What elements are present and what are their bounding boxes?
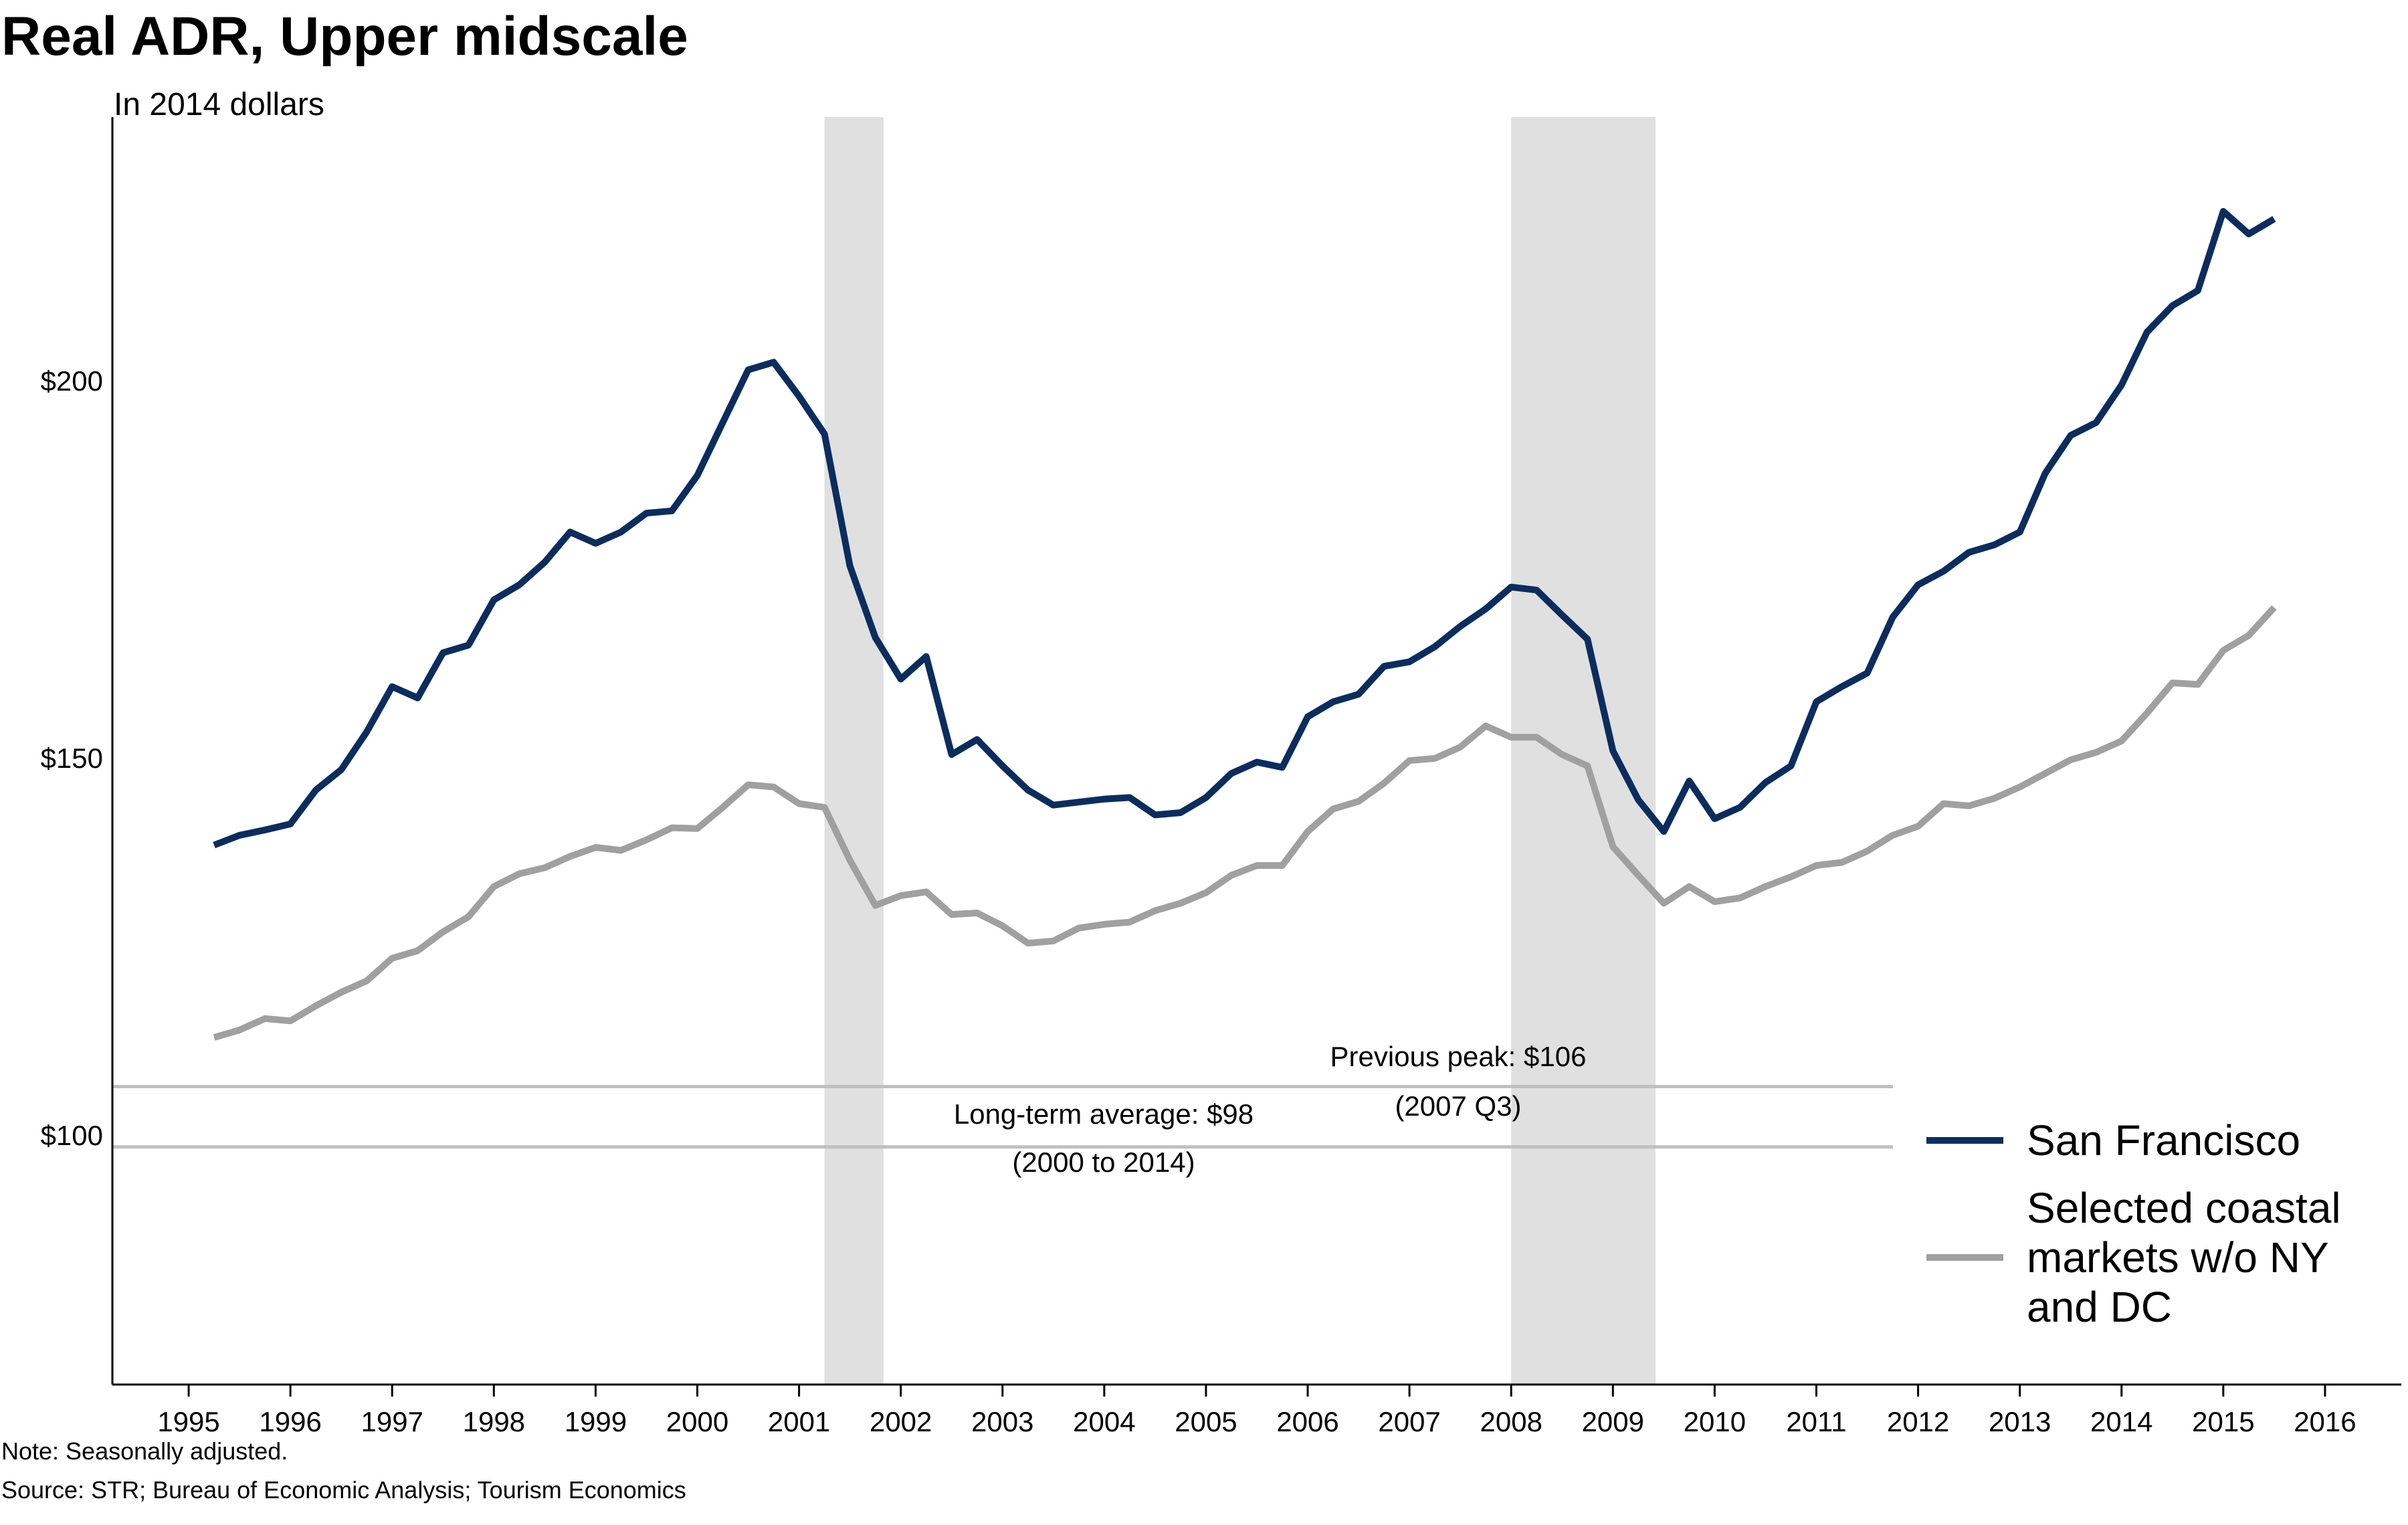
x-tick-label: 2003 bbox=[971, 1406, 1033, 1437]
x-tick-label: 2012 bbox=[1887, 1406, 1949, 1437]
recession-band-2 bbox=[1511, 117, 1656, 1385]
x-tick-label: 2016 bbox=[2294, 1406, 2356, 1437]
y-axis-ticks: $100 $150 $200 bbox=[41, 365, 103, 1151]
series-line-san-francisco bbox=[213, 208, 2276, 849]
y-tick-label: $150 bbox=[41, 742, 103, 774]
x-tick-label: 2014 bbox=[2090, 1406, 2152, 1437]
x-tick-label: 2010 bbox=[1684, 1406, 1746, 1437]
series-lines bbox=[213, 208, 2277, 1041]
x-tick-label: 1995 bbox=[157, 1406, 219, 1437]
annotation-long-term-average: Long-term average: $98 bbox=[954, 1098, 1253, 1130]
x-tick-label: 1997 bbox=[361, 1406, 423, 1437]
x-tick-label: 2005 bbox=[1175, 1406, 1237, 1437]
x-tick-label: 1998 bbox=[463, 1406, 525, 1437]
recession-bands bbox=[824, 117, 1656, 1385]
x-tick-label: 2007 bbox=[1378, 1406, 1440, 1437]
x-tick-label: 2013 bbox=[1989, 1406, 2051, 1437]
annotation-previous-peak: Previous peak: $106 bbox=[1330, 1041, 1587, 1072]
chart-subtitle: In 2014 dollars bbox=[114, 87, 324, 122]
legend-label-coastal-line-1: Selected coastal bbox=[2027, 1184, 2341, 1232]
x-tick-label: 2002 bbox=[870, 1406, 932, 1437]
x-tick-label: 2006 bbox=[1276, 1406, 1338, 1437]
x-tick-label: 2001 bbox=[768, 1406, 830, 1437]
x-tick-label: 2009 bbox=[1582, 1406, 1644, 1437]
legend-label-coastal-line-2: markets w/o NY bbox=[2027, 1233, 2328, 1282]
x-tick-label: 2004 bbox=[1073, 1406, 1135, 1437]
note-text: Note: Seasonally adjusted. bbox=[1, 1437, 288, 1465]
x-tick-label: 1996 bbox=[259, 1406, 321, 1437]
series-line-coastal-markets bbox=[213, 605, 2277, 1041]
legend-label-coastal: Selected coastal markets w/o NY and DC bbox=[2027, 1184, 2352, 1331]
legend-label-coastal-line-3: and DC bbox=[2027, 1283, 2172, 1331]
y-tick-label: $200 bbox=[41, 365, 103, 397]
annotations: Previous peak: $106 (2007 Q3) Long-term av… bbox=[954, 1041, 1587, 1178]
legend-background bbox=[1893, 1082, 2408, 1350]
legend-label-san-francisco: San Francisco bbox=[2027, 1116, 2300, 1164]
x-tick-label: 2000 bbox=[666, 1406, 728, 1437]
y-tick-label: $100 bbox=[41, 1120, 103, 1151]
legend: San Francisco Selected coastal markets w… bbox=[1893, 1082, 2408, 1350]
annotation-previous-peak-period: (2007 Q3) bbox=[1395, 1090, 1521, 1122]
annotation-long-term-average-period: (2000 to 2014) bbox=[1012, 1146, 1195, 1178]
source-text: Source: STR; Bureau of Economic Analysis… bbox=[1, 1476, 686, 1504]
x-tick-label: 2011 bbox=[1786, 1406, 1846, 1437]
x-tick-label: 2008 bbox=[1480, 1406, 1542, 1437]
x-tick-label: 1999 bbox=[565, 1406, 627, 1437]
x-tick-label: 2015 bbox=[2192, 1406, 2254, 1437]
recession-band-1 bbox=[824, 117, 884, 1385]
chart-title: Real ADR, Upper midscale bbox=[1, 6, 688, 67]
x-axis-ticks: 1995 1996 1997 1998 1999 2000 2001 2002 2003 2004… bbox=[157, 1385, 2356, 1437]
